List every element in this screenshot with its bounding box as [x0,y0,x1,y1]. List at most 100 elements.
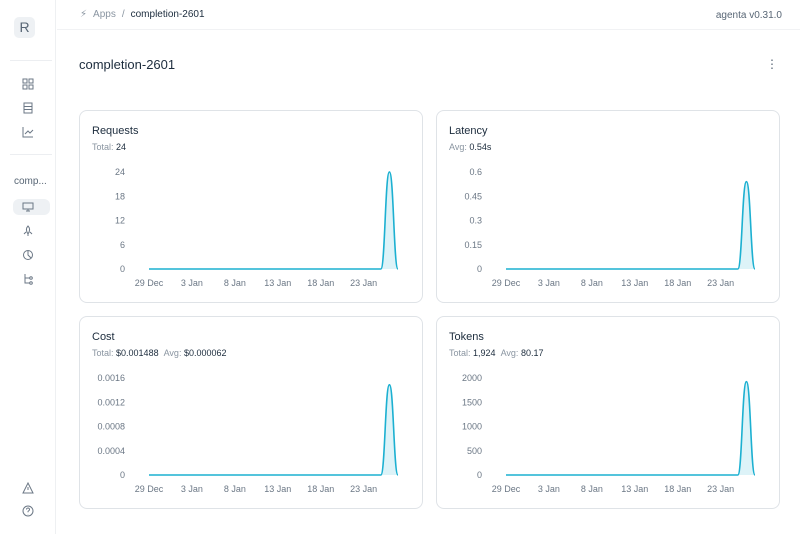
x-tick-label: 13 Jan [621,278,648,288]
divider [10,60,52,61]
tree-icon[interactable] [20,271,36,287]
y-tick-label: 1500 [462,397,482,407]
y-tick-label: 2000 [462,373,482,383]
series-line [148,383,399,476]
x-tick-label: 23 Jan [350,484,377,494]
card-title: Tokens [449,331,484,343]
app-name: comp... [14,176,47,187]
x-tick-label: 13 Jan [264,484,291,494]
x-tick-label: 23 Jan [707,278,734,288]
y-tick-label: 0 [477,264,482,274]
chart-icon[interactable] [20,124,36,140]
x-tick-label: 8 Jan [224,484,246,494]
active-highlight [13,199,50,215]
version-label: agenta v0.31.0 [715,10,782,21]
x-tick-label: 13 Jan [264,278,291,288]
x-tick-label: 8 Jan [581,484,603,494]
x-tick-label: 18 Jan [664,484,691,494]
y-tick-label: 0.45 [464,191,482,201]
stat-value: $0.001488 [116,348,159,358]
y-tick-label: 0 [477,470,482,480]
x-tick-label: 3 Jan [181,278,203,288]
x-tick-label: 18 Jan [307,278,334,288]
top-bar [57,0,800,30]
x-tick-label: 29 Dec [492,278,521,288]
latency-card: Latency Avg: 0.54s 0 0.15 0.3 0.45 0.6 29 Dec… [436,110,780,303]
card-stats: Total: 24 [92,142,126,152]
stat-value: 1,924 [473,348,496,358]
y-tick-label: 6 [120,240,125,250]
help-icon[interactable] [20,503,36,519]
series-line [148,171,399,270]
x-tick-label: 3 Jan [181,484,203,494]
y-tick-label: 0.0004 [97,446,125,456]
stat-value: 80.17 [520,348,544,358]
monitor-icon[interactable] [20,199,36,215]
more-options-icon[interactable]: ⋮ [766,57,778,71]
x-tick-label: 8 Jan [224,278,246,288]
data-point [745,180,748,183]
x-tick-label: 8 Jan [581,278,603,288]
card-stats: Avg: 0.54s [449,142,491,152]
requests-card: Requests Total: 24 0 6 12 18 24 29 Dec 3 Jan 8 … [79,110,423,303]
x-tick-label: 29 Dec [135,278,164,288]
stat-label: Total: [92,348,114,358]
card-stats: Total: $0.001488 Avg: $0.000062 [92,348,227,358]
series-area [506,381,755,475]
series-line [505,180,756,270]
y-tick-label: 0 [120,264,125,274]
table-icon[interactable] [20,100,36,116]
y-tick-label: 12 [115,216,125,226]
tokens-chart: 0 500 1000 1500 2000 29 Dec 3 Jan 8 Jan 13 Jan 18… [462,373,756,494]
stat-value: $0.000062 [183,348,227,358]
requests-chart: 0 6 12 18 24 29 Dec 3 Jan 8 Jan 13 Jan 18 Jan 23 J… [115,167,399,288]
breadcrumb-current: completion-2601 [130,9,205,20]
y-tick-label: 0.0016 [97,373,125,383]
cost-card: Cost Total: $0.001488 Avg: $0.000062 0 0.… [79,316,423,509]
x-tick-label: 29 Dec [135,484,164,494]
breadcrumb-separator: / [121,9,125,20]
sidebar: R comp... [0,0,56,534]
grid-icon[interactable] [20,76,36,92]
stat-value: 0.54s [469,142,492,152]
series-line [505,380,756,476]
x-tick-label: 18 Jan [664,278,691,288]
y-tick-label: 0.0008 [97,422,125,432]
data-point [388,171,391,173]
data-point [388,383,391,386]
y-tick-label: 24 [115,167,125,177]
x-tick-label: 13 Jan [621,484,648,494]
cost-chart: 0 0.0004 0.0008 0.0012 0.0016 29 Dec 3 Jan 8 Ja… [97,373,399,494]
breadcrumb-apps[interactable]: Apps [93,9,116,20]
org-avatar[interactable]: R [14,17,35,38]
y-tick-label: 1000 [462,422,482,432]
y-tick-label: 500 [467,446,482,456]
page-title: completion-2601 [79,57,176,72]
divider [10,154,52,155]
y-tick-label: 0.6 [469,167,482,177]
x-tick-label: 3 Jan [538,484,560,494]
series-area [149,172,398,269]
card-title: Latency [449,125,488,137]
stat-label: Total: [449,348,471,358]
card-title: Requests [92,125,139,137]
x-tick-label: 29 Dec [492,484,521,494]
data-point [745,380,748,383]
alert-icon[interactable] [20,480,36,496]
y-tick-label: 0 [120,470,125,480]
x-tick-label: 23 Jan [350,278,377,288]
x-tick-label: 18 Jan [307,484,334,494]
stat-label: Avg: [500,348,519,358]
y-tick-label: 0.15 [464,240,482,250]
stat-label: Avg: [163,348,182,358]
series-area [506,181,755,269]
x-tick-label: 23 Jan [707,484,734,494]
analytics-icon[interactable] [20,247,36,263]
rocket-icon[interactable] [20,223,36,239]
series-area [149,384,398,475]
tokens-card: Tokens Total: 1,924 Avg: 80.17 0 500 1000 1… [436,316,780,509]
breadcrumb: ⚡︎ Apps / completion-2601 [80,9,205,20]
y-tick-label: 0.3 [469,216,482,226]
stat-label: Total: [92,142,114,152]
x-tick-label: 3 Jan [538,278,560,288]
